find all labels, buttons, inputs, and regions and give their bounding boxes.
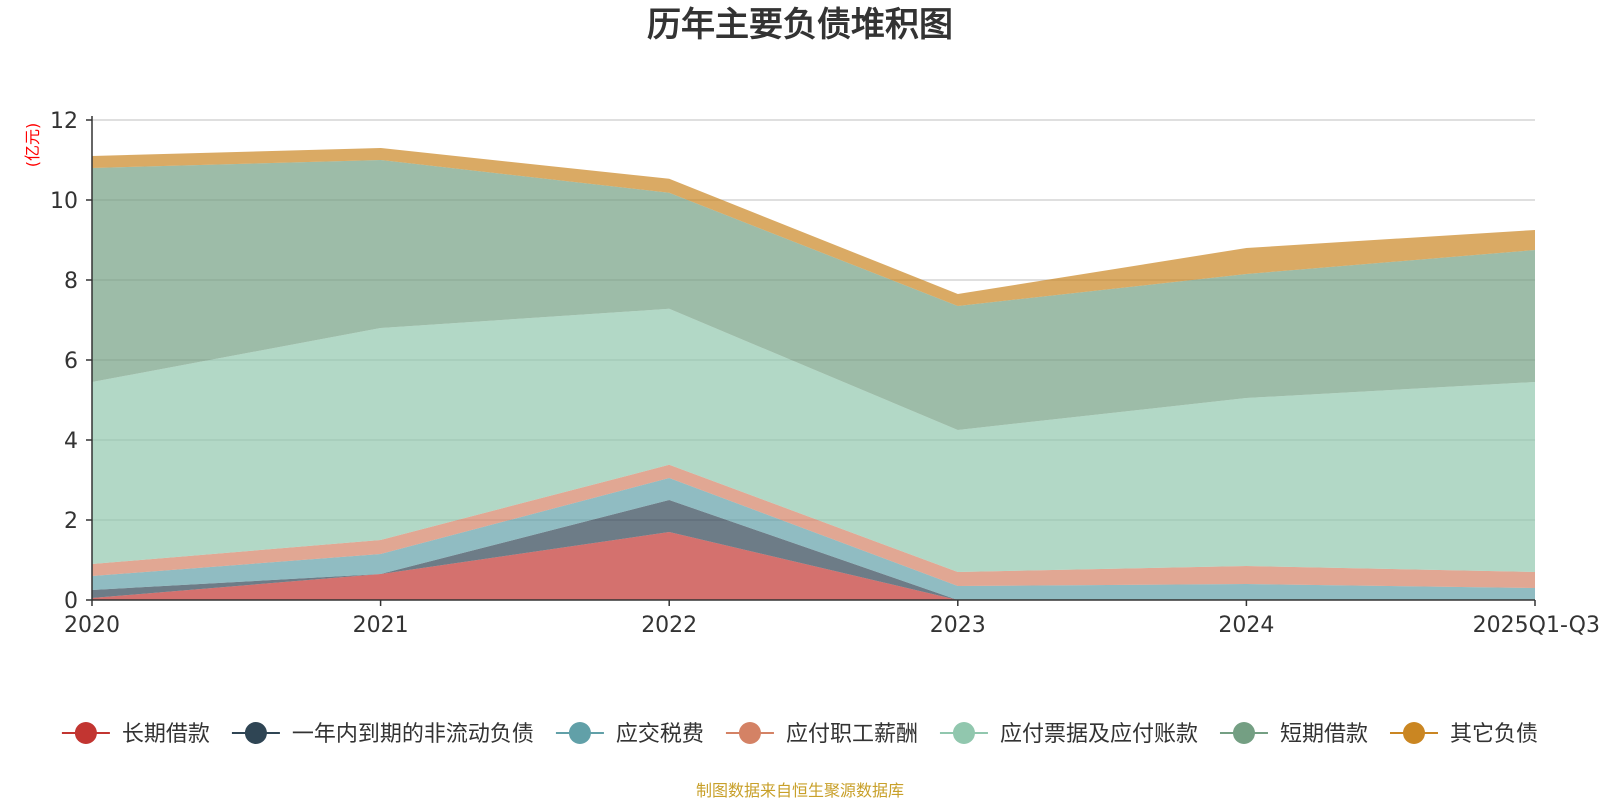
- legend-label: 短期借款: [1280, 722, 1368, 747]
- legend-marker-icon: [244, 722, 267, 744]
- legend-item-5[interactable]: 应付票据及应付账款: [939, 722, 1198, 747]
- data-point: [667, 177, 671, 181]
- data-source-note: 制图数据来自恒生聚源数据库: [696, 781, 904, 800]
- legend-item-2[interactable]: 一年内到期的非流动负债: [231, 722, 534, 747]
- area-series-4: [92, 464, 1535, 588]
- legend-label: 应付票据及应付账款: [1000, 722, 1198, 747]
- legend-marker-icon: [74, 722, 97, 744]
- data-point: [379, 146, 383, 150]
- x-tick-label: 2023: [930, 613, 986, 638]
- x-tick-label: 2024: [1218, 613, 1274, 638]
- data-point: [1533, 228, 1537, 232]
- stacked-areas: [92, 146, 1537, 600]
- legend-item-1[interactable]: 长期借款: [61, 722, 210, 747]
- area-series-5: [92, 308, 1535, 572]
- legend-item-3[interactable]: 应交税费: [555, 722, 704, 747]
- legend-label: 一年内到期的非流动负债: [292, 722, 534, 747]
- data-point: [1244, 246, 1248, 250]
- area-series-3: [92, 478, 1535, 600]
- axes: 0 2 4 6 8 10 12 2020 2021 2022 2023 2024 2025Q1-Q3: [50, 109, 1600, 638]
- y-axis-unit-label: (亿元): [23, 123, 42, 168]
- area-series-6: [92, 160, 1535, 430]
- legend-label: 应付职工薪酬: [786, 722, 918, 747]
- legend-item-7[interactable]: 其它负债: [1389, 722, 1538, 747]
- x-tick-label: 2025Q1-Q3: [1473, 613, 1600, 638]
- data-point: [956, 292, 960, 296]
- y-tick-label: 2: [64, 509, 78, 534]
- y-tick-label: 10: [50, 189, 78, 214]
- y-tick-label: 8: [64, 269, 78, 294]
- legend-label: 其它负债: [1450, 722, 1538, 747]
- legend-label: 应交税费: [616, 722, 704, 747]
- area-series-7: [92, 148, 1535, 306]
- y-tick-label: 4: [64, 429, 78, 454]
- chart-title: 历年主要负债堆积图: [647, 5, 953, 45]
- x-tick-label: 2022: [641, 613, 697, 638]
- legend-marker-icon: [568, 722, 591, 744]
- x-tick-label: 2021: [353, 613, 409, 638]
- y-tick-label: 6: [64, 349, 78, 374]
- y-tick-label: 0: [64, 589, 78, 614]
- legend-item-4[interactable]: 应付职工薪酬: [725, 722, 918, 747]
- legend-marker-icon: [1232, 722, 1255, 744]
- legend[interactable]: 长期借款 一年内到期的非流动负债 应交税费 应付职工薪酬 应付票据及应付账款 短期借款 其它…: [61, 722, 1538, 747]
- legend-label: 长期借款: [122, 722, 210, 747]
- legend-item-6[interactable]: 短期借款: [1219, 722, 1368, 747]
- legend-marker-icon: [1402, 722, 1425, 744]
- legend-marker-icon: [738, 722, 761, 744]
- x-tick-label: 2020: [64, 613, 120, 638]
- y-tick-label: 12: [50, 109, 78, 134]
- legend-marker-icon: [952, 722, 975, 744]
